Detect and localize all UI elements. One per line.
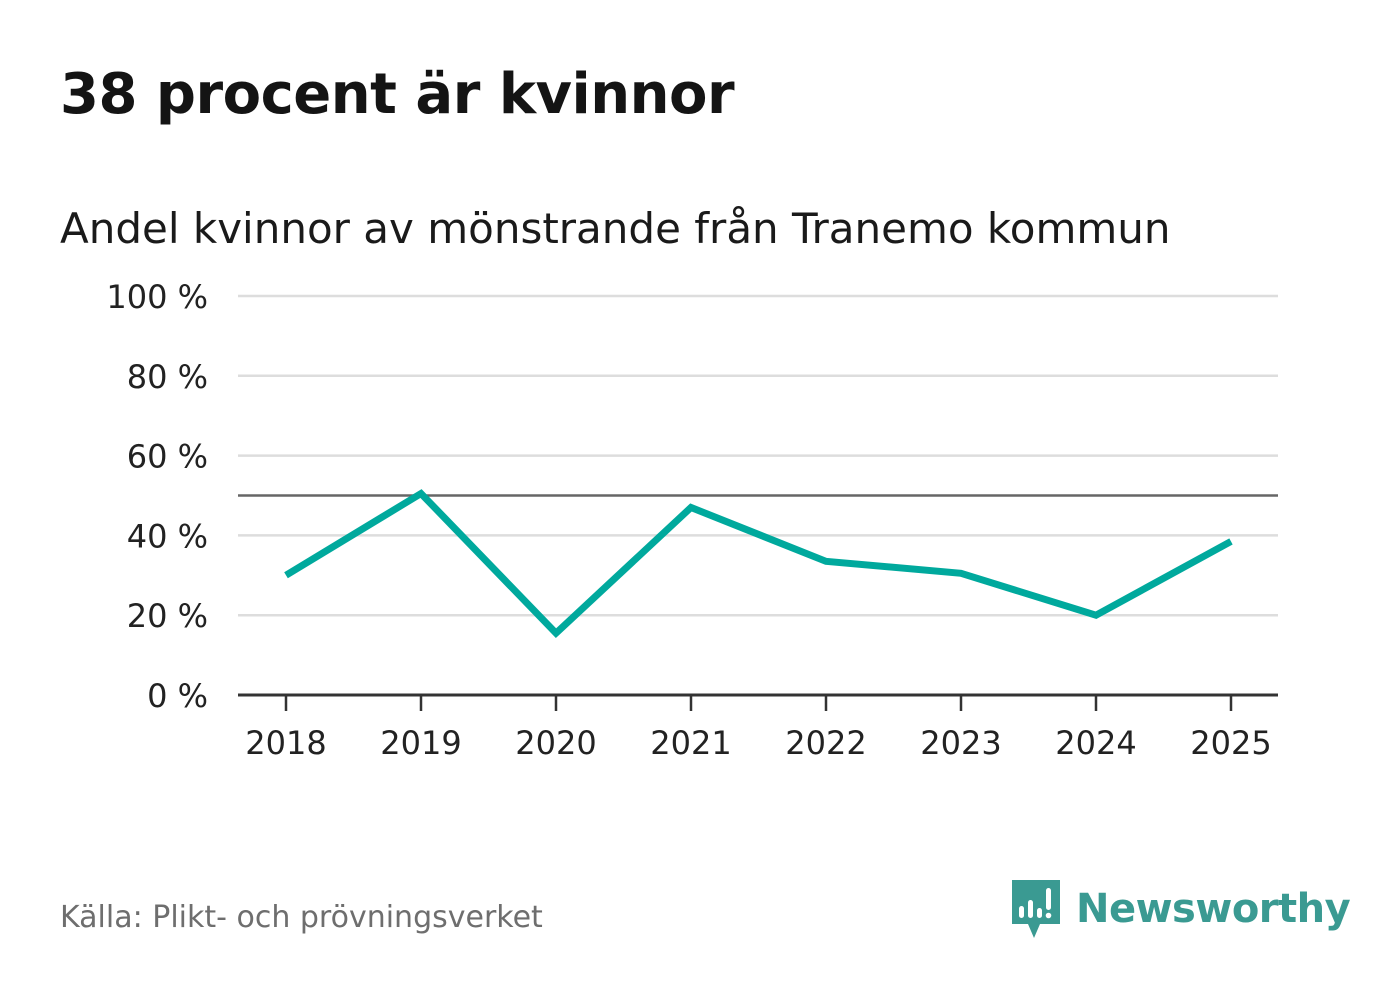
- brand-name: Newsworthy: [1076, 886, 1351, 932]
- y-tick-label: 60 %: [127, 438, 208, 476]
- x-tick-label: 2025: [1190, 724, 1271, 762]
- x-tick-label: 2022: [785, 724, 866, 762]
- x-tick-label: 2024: [1055, 724, 1136, 762]
- y-tick-label: 0 %: [147, 677, 208, 715]
- newsworthy-logo-icon: [1012, 880, 1060, 938]
- x-tick-label: 2018: [245, 724, 326, 762]
- y-tick-label: 20 %: [127, 597, 208, 635]
- y-tick-label: 100 %: [106, 278, 208, 316]
- x-tick-label: 2019: [380, 724, 461, 762]
- chart-title: 38 procent är kvinnor: [60, 62, 735, 127]
- x-tick-label: 2020: [515, 724, 596, 762]
- chart-subtitle: Andel kvinnor av mönstrande från Tranemo…: [60, 204, 1171, 253]
- series-line: [284, 489, 1233, 639]
- brand-logo: Newsworthy: [1010, 878, 1351, 940]
- y-tick-label: 80 %: [127, 358, 208, 396]
- source-note: Källa: Plikt- och prövningsverket: [60, 900, 543, 935]
- y-tick-label: 40 %: [127, 517, 208, 555]
- x-tick-label: 2021: [650, 724, 731, 762]
- x-tick-label: 2023: [920, 724, 1001, 762]
